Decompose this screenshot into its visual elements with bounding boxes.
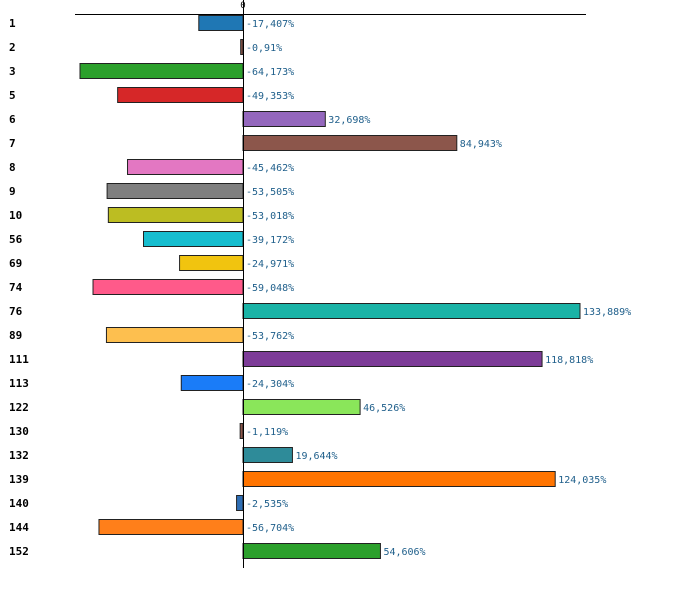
bar <box>105 327 244 343</box>
category-label: 7 <box>9 137 16 150</box>
value-label: -64,173% <box>246 67 294 78</box>
category-label: 130 <box>9 425 29 438</box>
bars <box>79 15 581 559</box>
bar <box>92 279 244 295</box>
category-label: 122 <box>9 401 29 414</box>
category-label: 3 <box>9 65 16 78</box>
bar <box>242 447 293 463</box>
category-label: 132 <box>9 449 29 462</box>
value-label: -1,119% <box>246 427 288 438</box>
value-label: -24,971% <box>246 259 294 270</box>
category-label: 113 <box>9 377 29 390</box>
bar <box>242 351 543 367</box>
value-label: 118,818% <box>545 355 593 366</box>
bar <box>242 303 581 319</box>
category-label: 10 <box>9 209 22 222</box>
value-label: -24,304% <box>246 379 294 390</box>
bar <box>179 255 244 271</box>
value-label: 84,943% <box>460 139 502 150</box>
value-label: -0,91% <box>246 43 282 54</box>
category-label: 56 <box>9 233 23 246</box>
value-label: -53,018% <box>246 211 294 222</box>
bar <box>107 207 244 223</box>
category-label: 76 <box>9 305 23 318</box>
bar <box>117 87 244 103</box>
category-label: 139 <box>9 473 29 486</box>
value-label: -53,762% <box>246 331 294 342</box>
value-label: -39,172% <box>246 235 294 246</box>
category-label: 1 <box>9 17 16 30</box>
category-label: 111 <box>9 353 29 366</box>
category-label: 8 <box>9 161 16 174</box>
bar <box>143 231 244 247</box>
category-label: 152 <box>9 545 29 558</box>
category-label: 144 <box>9 521 29 534</box>
bar <box>79 63 244 79</box>
value-label: -56,704% <box>246 523 294 534</box>
value-label: 124,035% <box>558 475 606 486</box>
value-label: -53,505% <box>246 187 294 198</box>
bar <box>239 423 244 439</box>
labels: 1 -17,407% 2 -0,91% 3 -64,173% 5 -49,353% 6 32,69… <box>9 17 631 558</box>
bar <box>242 111 326 127</box>
bar <box>240 39 244 55</box>
value-label: 133,889% <box>583 307 631 318</box>
value-label: -49,353% <box>246 91 294 102</box>
bar <box>242 471 556 487</box>
category-label: 6 <box>9 113 16 126</box>
category-label: 69 <box>9 257 22 270</box>
value-label: -2,535% <box>246 499 288 510</box>
category-label: 9 <box>9 185 16 198</box>
value-label: -59,048% <box>246 283 294 294</box>
bar <box>98 519 244 535</box>
bar <box>242 399 361 415</box>
value-label: -45,462% <box>246 163 294 174</box>
bar <box>180 375 244 391</box>
value-label: 46,526% <box>363 403 405 414</box>
bar <box>127 159 244 175</box>
bar <box>236 495 244 511</box>
category-label: 2 <box>9 41 16 54</box>
category-label: 140 <box>9 497 29 510</box>
value-label: -17,407% <box>246 19 294 30</box>
category-label: 5 <box>9 89 16 102</box>
category-label: 74 <box>9 281 23 294</box>
bar <box>106 183 244 199</box>
axes: 0 <box>75 1 586 15</box>
bar <box>198 15 244 31</box>
bar <box>242 135 458 151</box>
value-label: 32,698% <box>328 115 370 126</box>
value-label: 19,644% <box>295 451 337 462</box>
bar <box>242 543 381 559</box>
category-label: 89 <box>9 329 22 342</box>
value-label: 54,606% <box>383 547 425 558</box>
